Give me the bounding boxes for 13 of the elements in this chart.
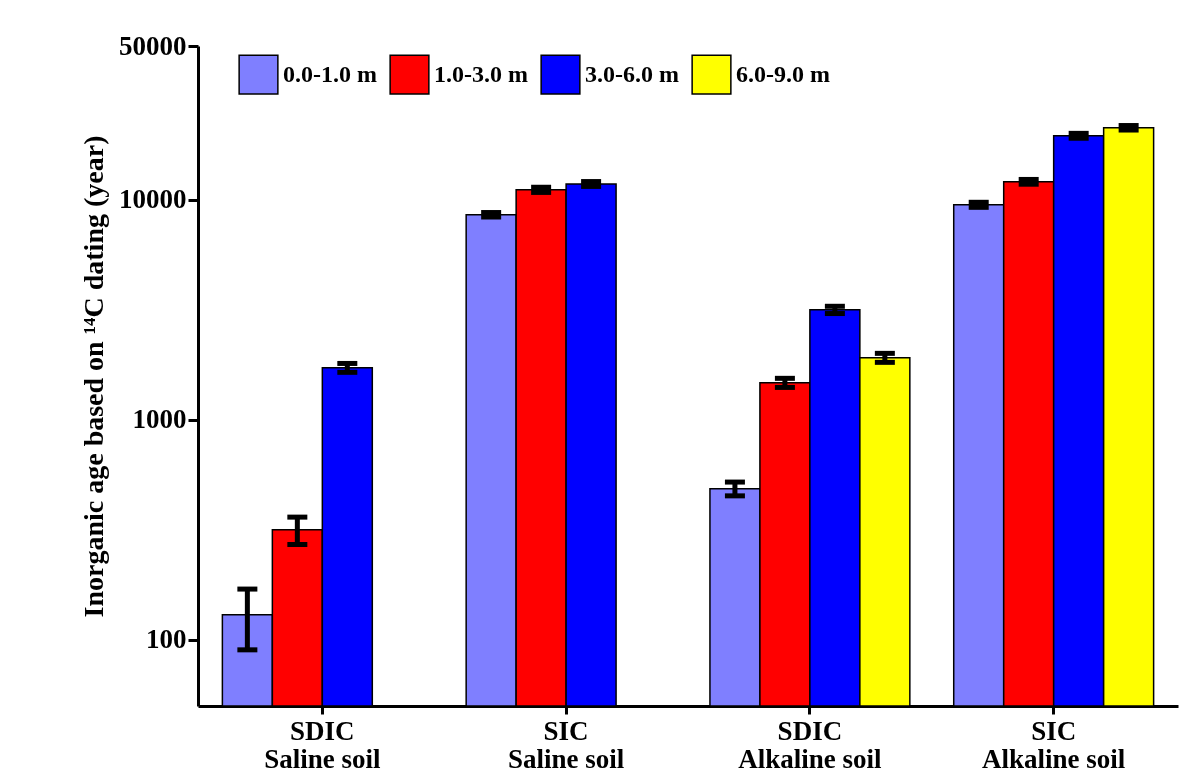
legend-label: 3.0-6.0 m	[585, 60, 679, 87]
x-tick-label: SIC Saline soil	[507, 715, 625, 774]
y-tick-label: 100	[146, 624, 187, 655]
y-axis-title: Inorganic age based on ¹⁴C dating (year)	[78, 135, 109, 618]
x-tick-label: SDIC Alkaline soil	[738, 715, 883, 774]
legend-label: 0.0-1.0 m	[283, 60, 377, 87]
x-tick-label: SIC Alkaline soil	[982, 715, 1126, 774]
legend-label: 6.0-9.0 m	[736, 60, 830, 87]
y-tick-label: 50000	[119, 30, 187, 61]
y-tick-label: 10000	[119, 184, 187, 215]
x-tick-label: SDIC Saline soil	[264, 715, 381, 774]
legend-label: 1.0-3.0 m	[434, 60, 528, 87]
y-tick-label: 1000	[132, 404, 187, 435]
